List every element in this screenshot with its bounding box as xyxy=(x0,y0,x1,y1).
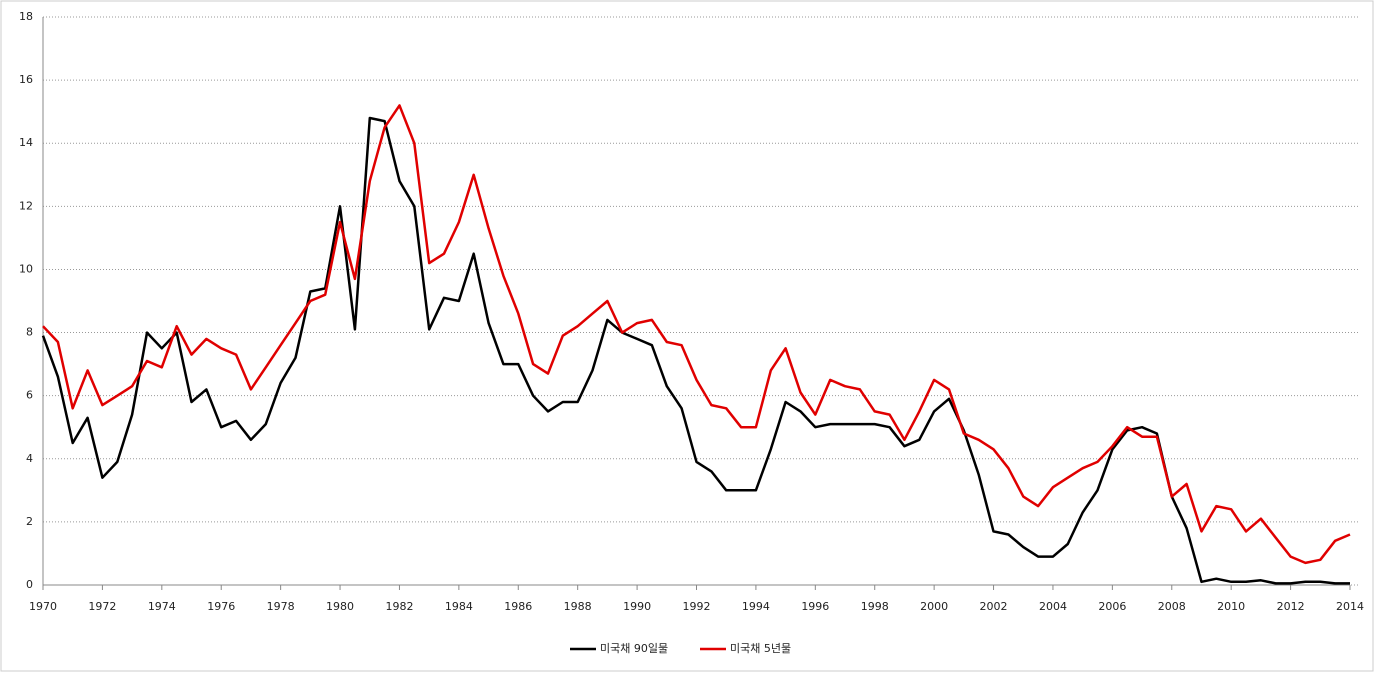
y-tick-label: 18 xyxy=(19,10,33,23)
x-tick-label: 1978 xyxy=(267,600,295,613)
y-tick-label: 0 xyxy=(26,578,33,591)
y-tick-label: 8 xyxy=(26,326,33,339)
series-line xyxy=(42,104,1351,565)
x-tick-label: 1986 xyxy=(504,600,532,613)
y-tick-label: 10 xyxy=(19,262,33,275)
x-tick-label: 1988 xyxy=(564,600,592,613)
legend-label: 미국채 5년물 xyxy=(730,642,791,655)
x-tick-label: 1990 xyxy=(623,600,651,613)
y-tick-label: 16 xyxy=(19,73,33,86)
legend-label: 미국채 90일물 xyxy=(600,641,668,655)
x-tick-label: 2002 xyxy=(980,600,1008,613)
x-tick-label: 1992 xyxy=(683,600,711,613)
x-tick-label: 1980 xyxy=(326,600,354,613)
x-tick-label: 1998 xyxy=(861,600,889,613)
x-tick-label: 2004 xyxy=(1039,600,1067,613)
x-tick-label: 2012 xyxy=(1277,600,1305,613)
y-tick-label: 6 xyxy=(26,389,33,402)
x-tick-label: 1982 xyxy=(385,600,413,613)
y-tick-label: 2 xyxy=(26,515,33,528)
x-tick-label: 2008 xyxy=(1158,600,1186,613)
y-tick-label: 4 xyxy=(26,452,33,465)
x-tick-label: 2006 xyxy=(1098,600,1126,613)
x-tick-label: 1984 xyxy=(445,600,473,613)
x-tick-label: 2000 xyxy=(920,600,948,613)
x-tick-label: 1996 xyxy=(801,600,829,613)
x-tick-label: 1976 xyxy=(207,600,235,613)
x-tick-label: 1974 xyxy=(148,600,176,613)
x-tick-label: 2010 xyxy=(1217,600,1245,613)
y-tick-label: 14 xyxy=(19,136,33,149)
x-tick-label: 1970 xyxy=(29,600,57,613)
x-tick-label: 2014 xyxy=(1336,600,1364,613)
y-tick-label: 12 xyxy=(19,199,33,212)
x-tick-label: 1994 xyxy=(742,600,770,613)
x-tick-label: 1972 xyxy=(88,600,116,613)
